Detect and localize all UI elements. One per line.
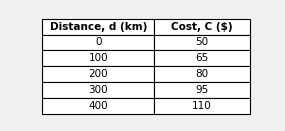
Text: Cost, C ($): Cost, C ($) [171, 22, 233, 32]
Bar [154, 66, 250, 82]
Bar [154, 82, 250, 98]
Text: 0: 0 [95, 37, 101, 47]
Text: 110: 110 [192, 101, 212, 111]
Bar [42, 98, 154, 114]
Bar [42, 35, 154, 50]
Bar [42, 82, 154, 98]
Bar [42, 66, 154, 82]
Text: 80: 80 [196, 69, 209, 79]
Text: 200: 200 [89, 69, 108, 79]
Bar [154, 19, 250, 35]
Text: 65: 65 [196, 53, 209, 63]
Text: 400: 400 [89, 101, 108, 111]
Text: 300: 300 [89, 85, 108, 95]
Bar [154, 50, 250, 66]
Bar [42, 50, 154, 66]
Bar [42, 19, 154, 35]
Text: 95: 95 [196, 85, 209, 95]
Text: Distance, d (km): Distance, d (km) [50, 22, 147, 32]
Text: 100: 100 [89, 53, 108, 63]
Bar [154, 98, 250, 114]
Text: 50: 50 [196, 37, 209, 47]
Bar [154, 35, 250, 50]
